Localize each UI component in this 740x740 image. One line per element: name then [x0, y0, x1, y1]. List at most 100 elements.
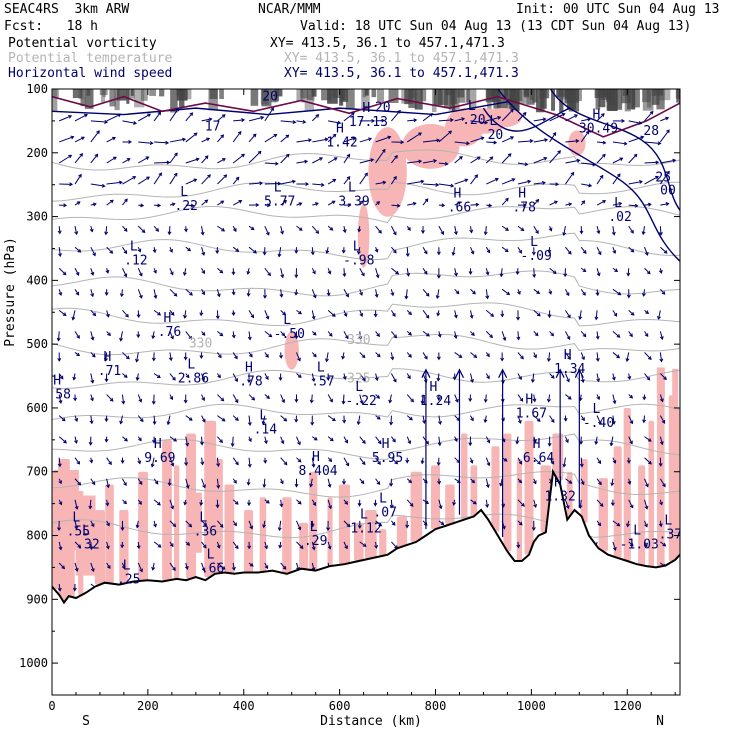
- wind-vector-head: [279, 354, 283, 359]
- wind-vector: [264, 162, 278, 165]
- wind-vector: [248, 520, 253, 529]
- wind-vector-head: [535, 230, 539, 235]
- wind-vector-head: [357, 502, 362, 507]
- wind-vector: [58, 154, 72, 164]
- low-marker: L: [633, 523, 641, 538]
- wind-vector: [644, 436, 652, 442]
- wind-vector-head: [453, 335, 458, 340]
- wind-vector: [565, 352, 571, 360]
- tropopause-band-cell: [270, 89, 278, 103]
- wind-vector-head: [409, 503, 414, 507]
- theta-contour: [52, 334, 680, 356]
- wind-vector-head: [392, 231, 397, 236]
- wind-vector-head: [362, 377, 366, 382]
- wind-vector: [516, 436, 519, 444]
- wind-vector-head: [157, 311, 162, 316]
- wind-vector-head: [92, 252, 96, 257]
- field-xy-wind: XY= 413.5, 36.1 to 457.1,471.3: [284, 66, 519, 81]
- low-marker: L: [199, 511, 207, 526]
- wind-vector-head: [436, 356, 441, 361]
- wind-vector-head: [542, 180, 546, 185]
- extremum-value: -.98: [343, 253, 374, 268]
- extremum-value: .37: [659, 528, 682, 543]
- wind-vector-head: [189, 291, 193, 296]
- wind-vector: [106, 541, 109, 549]
- tropopause-band-cell: [466, 89, 470, 103]
- pv-column: [244, 510, 254, 573]
- wind-vector: [660, 246, 668, 254]
- wind-vector: [58, 562, 65, 569]
- wind-vector: [169, 288, 178, 297]
- tropopause-band-cell: [420, 89, 427, 102]
- wind-vector: [122, 268, 127, 277]
- wind-vector-head: [457, 201, 462, 205]
- wind-vector: [122, 198, 128, 206]
- tropopause-band-cell: [345, 89, 355, 110]
- wind-vector-head: [438, 420, 442, 425]
- tropopause-band-cell: [361, 89, 370, 111]
- wind-vector-head: [241, 118, 246, 123]
- wind-vector-head: [345, 335, 349, 340]
- wind-vector: [454, 288, 460, 294]
- wind-vector-head: [121, 400, 126, 405]
- wind-vector-head: [555, 182, 560, 187]
- wind-vector: [391, 436, 396, 443]
- wind-vector-head: [581, 356, 585, 361]
- wind-vector-head: [502, 337, 507, 342]
- wind-vector-head: [497, 115, 502, 120]
- wind-vector-head: [61, 417, 66, 422]
- wind-contour: [549, 89, 680, 211]
- extremum-value: 20: [488, 128, 504, 143]
- wind-vector-head: [141, 229, 146, 233]
- wind-vector-head: [601, 153, 606, 158]
- tropopause-band-cell: [532, 89, 538, 103]
- extremum-value: 6.64: [523, 451, 554, 466]
- wind-vector-head: [662, 542, 667, 547]
- wind-vector: [232, 177, 240, 185]
- wind-vector: [438, 183, 454, 187]
- wind-vector-head: [464, 178, 469, 183]
- wind-vector: [485, 246, 491, 253]
- wind-vector-head: [58, 400, 63, 404]
- pv-column: [470, 465, 478, 517]
- wind-vector-head: [184, 565, 189, 570]
- wind-vector: [659, 288, 666, 295]
- wind-vector: [438, 130, 452, 143]
- wind-vector-head: [153, 523, 157, 528]
- wind-vector-head: [220, 397, 225, 402]
- wind-vector-head: [493, 140, 498, 145]
- wind-vector-head: [630, 311, 635, 316]
- wind-vector: [232, 131, 242, 143]
- wind-vector-head: [119, 293, 124, 298]
- wind-vector-head: [230, 443, 235, 447]
- wind-vector-head: [107, 332, 111, 337]
- wind-vector: [422, 113, 433, 122]
- wind-vector: [454, 310, 457, 318]
- wind-vector: [120, 331, 123, 341]
- wind-vector: [533, 415, 541, 422]
- wind-vector-head: [190, 203, 195, 208]
- wind-vector: [58, 457, 61, 467]
- low-marker: L: [274, 181, 282, 196]
- wind-vector-head: [630, 229, 634, 234]
- wind-vector-head: [106, 565, 111, 570]
- wind-vector: [533, 225, 539, 234]
- wind-vector: [375, 436, 382, 444]
- wind-vector-head: [312, 502, 316, 507]
- wind-vector: [169, 138, 186, 143]
- wind-vector-head: [266, 395, 271, 399]
- wind-vector-head: [537, 460, 541, 465]
- extremum-value: .71: [98, 364, 121, 379]
- wind-vector: [596, 499, 604, 507]
- wind-vector: [375, 373, 378, 381]
- wind-vector-head: [362, 440, 366, 444]
- wind-vector: [280, 180, 296, 185]
- wind-vector: [391, 110, 401, 122]
- wind-vector: [216, 352, 222, 358]
- wind-vector-head: [315, 230, 320, 234]
- wind-vector: [533, 288, 540, 294]
- wind-vector-head: [252, 133, 257, 138]
- wind-vector-head: [184, 228, 188, 233]
- wind-vector: [280, 394, 285, 403]
- wind-vector: [564, 289, 570, 296]
